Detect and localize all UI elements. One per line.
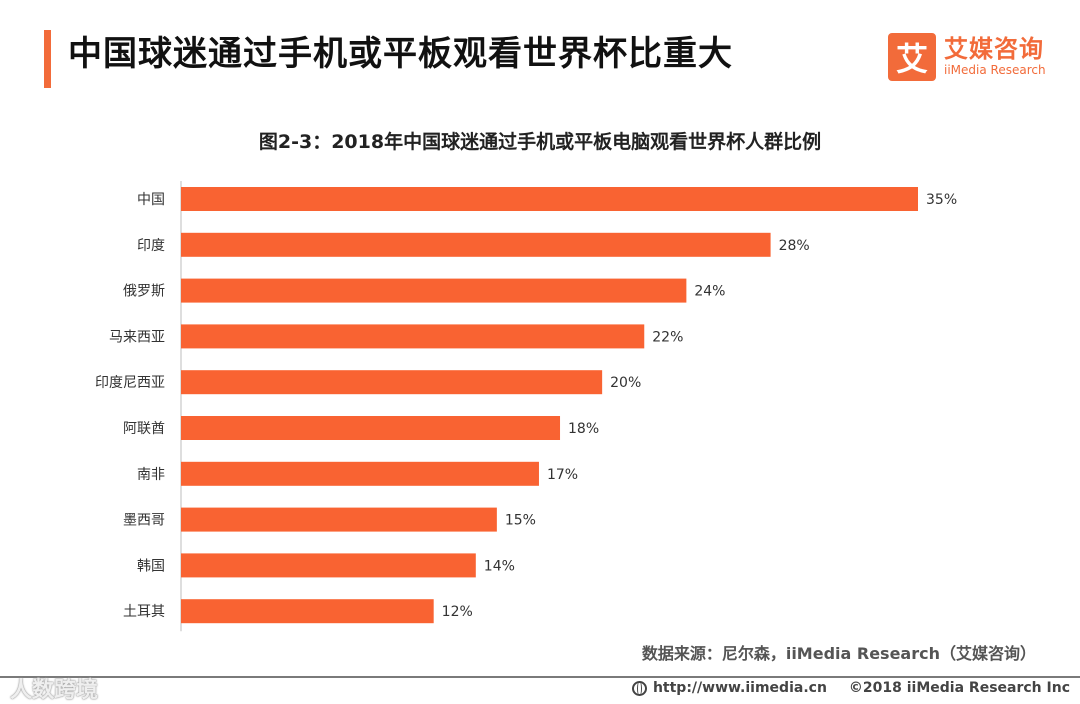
category-label-8: 韩国 [137,558,165,574]
bar-3 [181,324,645,349]
value-label-8: 14% [484,558,515,574]
value-label-3: 22% [652,329,683,345]
category-label-7: 墨西哥 [123,513,165,529]
category-label-5: 阿联酋 [123,420,165,437]
bar-4 [181,370,603,395]
logo-mark-icon: 艾 [888,33,936,81]
data-source-note: 数据来源：尼尔森，iiMedia Research（艾媒咨询） [641,644,1036,663]
bar-2 [181,278,687,303]
logo-name-cn: 艾媒咨询 [944,35,1044,63]
watermark-text: 人数跨境 [10,678,99,703]
bar-9 [181,599,434,624]
bar-7 [181,507,497,532]
globe-icon [631,680,647,696]
value-label-1: 28% [779,238,810,254]
bar-0 [181,187,918,211]
footer-copyright: ©2018 iiMedia Research Inc [848,680,1070,696]
bar-1 [181,232,771,257]
value-label-4: 20% [610,375,641,391]
chart-title: 图2-3：2018年中国球迷通过手机或平板电脑观看世界杯人群比例 [258,131,822,153]
page-title: 中国球迷通过手机或平板观看世界杯比重大 [68,34,733,74]
category-label-6: 南非 [137,467,165,483]
logo-name-en: iiMedia Research [944,63,1046,77]
value-label-5: 18% [568,421,599,437]
bar-5 [181,416,561,440]
bar-8 [181,553,476,578]
category-label-4: 印度尼西亚 [95,375,165,391]
category-label-0: 中国 [137,192,165,208]
category-label-2: 俄罗斯 [123,284,165,300]
value-label-0: 35% [926,192,957,208]
bar-6 [181,461,539,486]
value-label-2: 24% [694,284,725,300]
category-label-3: 马来西亚 [109,329,165,345]
category-label-9: 土耳其 [123,604,165,620]
iimedia-logo: 艾 艾媒咨询 iiMedia Research [888,33,1046,81]
category-label-1: 印度 [137,238,165,254]
footer-divider [0,676,1080,678]
value-label-6: 17% [547,467,578,483]
title-accent-bar [44,30,51,88]
footer: http://www.iimedia.cn ©2018 iiMedia Rese… [631,680,1070,696]
value-label-7: 15% [505,513,536,529]
footer-url[interactable]: http://www.iimedia.cn [652,680,827,696]
value-label-9: 12% [442,604,473,620]
